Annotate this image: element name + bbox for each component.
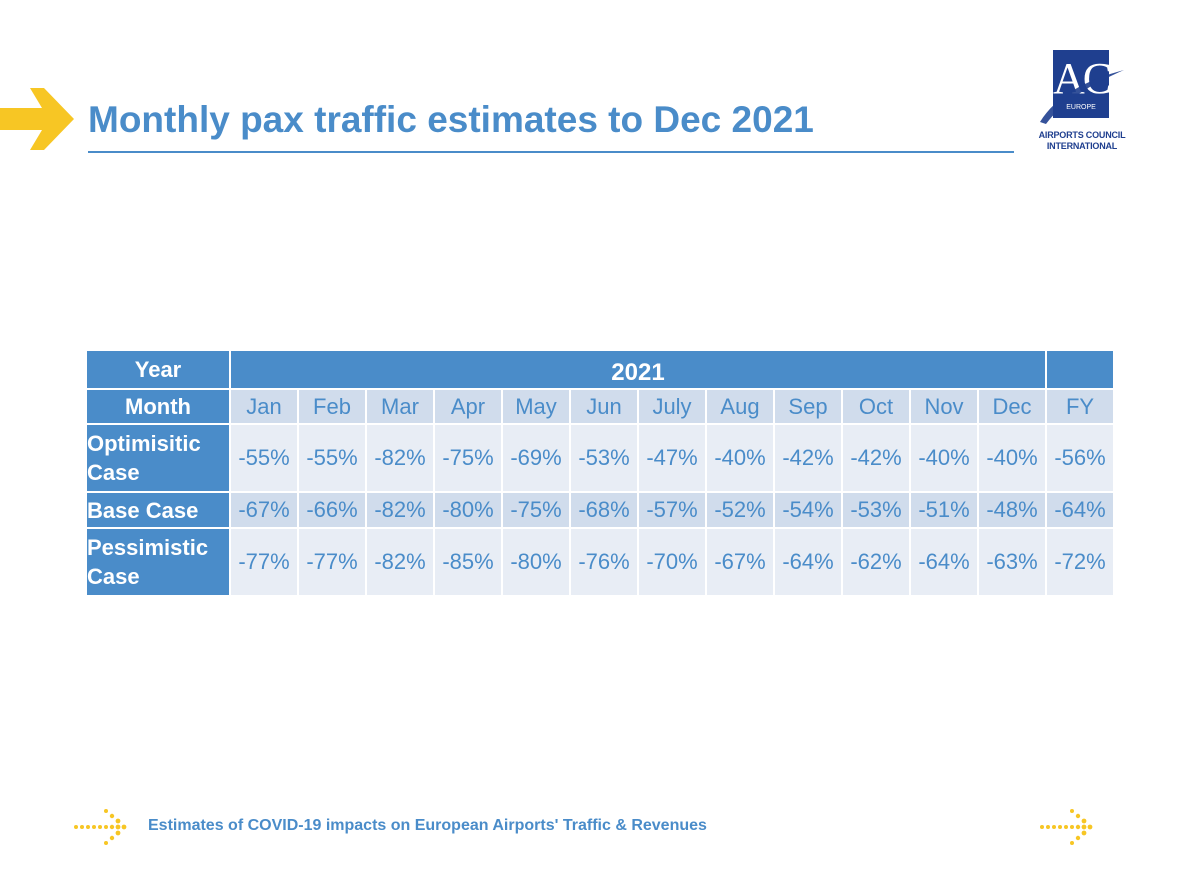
table-row: Pessimistic Case -77% -77% -82% -85% -80% -76% -… [87,529,1113,595]
value-cell: -51% [911,493,977,527]
month-cell: Apr [435,390,501,423]
value-cell: -47% [639,425,705,491]
value-cell: -77% [299,529,365,595]
value-cell: -56% [1047,425,1113,491]
value-cell: -69% [503,425,569,491]
value-cell: -77% [231,529,297,595]
month-cell: Feb [299,390,365,423]
title-divider [88,151,1014,153]
value-cell: -42% [775,425,841,491]
month-cell: Dec [979,390,1045,423]
month-cell: FY [1047,390,1113,423]
value-cell: -75% [435,425,501,491]
value-cell: -70% [639,529,705,595]
row-label-line1: Pessimistic [87,535,209,560]
value-cell: -63% [979,529,1045,595]
table-row: Optimisitic Case -55% -55% -82% -75% -69% -53% -… [87,425,1113,491]
table-row: Base Case -67% -66% -82% -80% -75% -68% -57% -52… [87,493,1113,527]
month-cell: Mar [367,390,433,423]
value-cell: -82% [367,529,433,595]
row-label: Optimisitic Case [87,425,229,491]
value-cell: -52% [707,493,773,527]
month-cell: May [503,390,569,423]
logo-swoosh-icon [1040,70,1124,124]
value-cell: -80% [503,529,569,595]
value-cell: -40% [707,425,773,491]
value-cell: -48% [979,493,1045,527]
row-label-line1: Optimisitic [87,431,201,456]
year-value: 2021 [231,351,1045,388]
logo-name-line1: AIRPORTS COUNCIL [1038,130,1126,140]
logo-box [1053,50,1109,118]
row-label-line2: Case [87,564,140,589]
value-cell: -55% [299,425,365,491]
value-cell: -53% [843,493,909,527]
month-header: Month [87,390,229,423]
value-cell: -53% [571,425,637,491]
value-cell: -54% [775,493,841,527]
footer-left-arrow-icon [74,809,127,845]
value-cell: -76% [571,529,637,595]
title-arrow-icon [0,88,74,150]
aci-europe-logo: ACI EUROPE AIRPORTS COUNCIL INTERNATIONA… [1036,48,1128,158]
value-cell: -80% [435,493,501,527]
value-cell: -68% [571,493,637,527]
value-cell: -82% [367,425,433,491]
value-cell: -72% [1047,529,1113,595]
logo-name: AIRPORTS COUNCIL INTERNATIONAL [1036,130,1128,152]
value-cell: -64% [1047,493,1113,527]
value-cell: -64% [775,529,841,595]
year-header: Year [87,351,229,388]
row-label: Pessimistic Case [87,529,229,595]
traffic-estimates-table: Year 2021 Month Jan Feb Mar Apr May Jun July Au… [85,349,1115,597]
page-title: Monthly pax traffic estimates to Dec 202… [88,99,814,140]
value-cell: -42% [843,425,909,491]
month-cell: Nov [911,390,977,423]
value-cell: -66% [299,493,365,527]
value-cell: -55% [231,425,297,491]
logo-region: EUROPE [1066,104,1096,111]
month-cell: Jun [571,390,637,423]
value-cell: -67% [707,529,773,595]
value-cell: -57% [639,493,705,527]
month-cell: Aug [707,390,773,423]
month-cell: Jan [231,390,297,423]
row-label: Base Case [87,493,229,527]
year-fy-blank [1047,351,1113,388]
month-cell: Sep [775,390,841,423]
value-cell: -85% [435,529,501,595]
row-label-line1: Base Case [87,497,199,523]
logo-name-line2: INTERNATIONAL [1046,141,1118,151]
value-cell: -40% [911,425,977,491]
row-label-line2: Case [87,460,140,485]
value-cell: -82% [367,493,433,527]
value-cell: -40% [979,425,1045,491]
value-cell: -67% [231,493,297,527]
value-cell: -75% [503,493,569,527]
footer-right-arrow-icon [1040,809,1093,845]
month-cell: July [639,390,705,423]
value-cell: -64% [911,529,977,595]
value-cell: -62% [843,529,909,595]
footer-caption: Estimates of COVID-19 impacts on Europea… [148,817,707,834]
month-cell: Oct [843,390,909,423]
